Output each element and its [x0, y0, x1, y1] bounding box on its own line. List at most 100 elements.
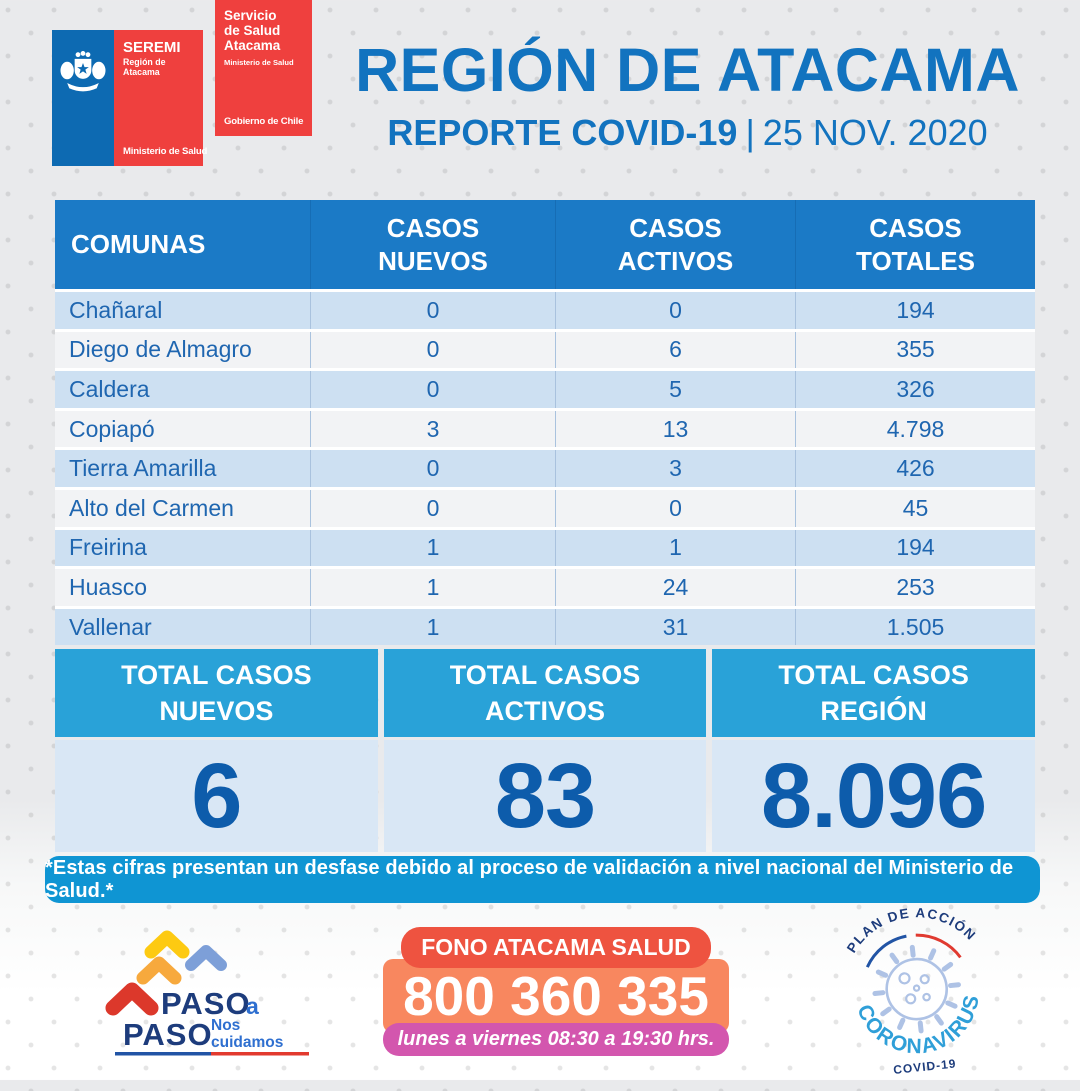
fono-atacama-block: FONO ATACAMA SALUD 800 360 335 lunes a v… — [382, 927, 730, 1056]
total-nuevos-value: 6 — [55, 740, 378, 852]
comuna-cell: Caldera — [69, 375, 150, 402]
chile-coat-of-arms-icon — [60, 50, 106, 92]
fono-number-band: 800 360 335 — [383, 959, 729, 1033]
servicio-salud-logo: Servicio de Salud Atacama Ministerio de … — [215, 0, 312, 136]
report-subtitle: REPORTE COVID-19 | 25 NOV. 2020 — [330, 115, 1045, 151]
seremi-region: Región de Atacama — [123, 57, 166, 77]
paso-tagline-1: Nos — [211, 1017, 240, 1034]
servicio-line2: de Salud — [224, 22, 281, 38]
activos-cell: 0 — [555, 292, 795, 329]
totales-cell: 355 — [795, 331, 1035, 369]
comuna-cell: Diego de Almagro — [69, 336, 252, 363]
activos-cell: 1 — [555, 529, 795, 567]
fono-hours-pill: lunes a viernes 08:30 a 19:30 hrs. — [382, 1023, 730, 1056]
totales-cell: 326 — [795, 371, 1035, 408]
table-row: Chañaral 0 0 194 — [55, 292, 1035, 329]
report-date: 25 NOV. 2020 — [762, 112, 988, 153]
nuevos-cell: 3 — [310, 410, 555, 448]
comuna-cell: Freirina — [69, 534, 147, 561]
activos-cell: 5 — [555, 371, 795, 408]
chevron-orange-icon — [136, 956, 182, 985]
nuevos-cell: 0 — [310, 489, 555, 527]
nuevos-cell: 1 — [310, 608, 555, 646]
totals-values-row: 6 83 8.096 — [55, 740, 1035, 852]
activos-cell: 24 — [555, 569, 795, 606]
activos-cell: 31 — [555, 608, 795, 646]
paso-tagline-2: cuidamos — [211, 1034, 283, 1051]
comuna-cell: Alto del Carmen — [69, 494, 234, 521]
activos-cell: 13 — [555, 410, 795, 448]
nuevos-cell: 0 — [310, 292, 555, 329]
paso-underline-red — [211, 1052, 309, 1056]
header-title-block: REGIÓN DE ATACAMA REPORTE COVID-19 | 25 NO… — [330, 40, 1045, 151]
totales-cell: 4.798 — [795, 410, 1035, 448]
comuna-cell: Vallenar — [69, 613, 152, 640]
total-activos-label: TOTAL CASOS ACTIVOS — [383, 649, 707, 737]
total-region-label: TOTAL CASOS REGIÓN — [712, 649, 1035, 737]
chevron-blue-icon — [185, 945, 227, 971]
chevron-red-icon — [105, 982, 159, 1016]
table-row: Diego de Almagro 0 6 355 — [55, 331, 1035, 369]
total-region-value: 8.096 — [712, 740, 1035, 852]
nuevos-cell: 0 — [310, 371, 555, 408]
paso-a-paso-logo: PASO a PASO Nos cuidamos — [105, 930, 309, 1056]
total-activos-value: 83 — [383, 740, 707, 852]
page-title: REGIÓN DE ATACAMA — [355, 36, 1020, 104]
coronavirus-stamp: PLAN DE ACCIÓN CORONAVIRUS COVID-19 — [840, 899, 990, 1077]
column-header-casos-totales: CASOS TOTALES — [795, 200, 1035, 289]
column-header-casos-nuevos: CASOS NUEVOS — [310, 200, 555, 289]
comuna-cell: Huasco — [69, 573, 147, 600]
phone-number: 800 360 335 — [403, 965, 709, 1027]
stamp-covid-label: COVID-19 — [893, 1056, 957, 1077]
activos-cell: 3 — [555, 450, 795, 487]
comuna-cell: Copiapó — [69, 415, 155, 442]
table-row: Freirina 1 1 194 — [55, 529, 1035, 567]
fono-title-pill: FONO ATACAMA SALUD — [401, 927, 711, 968]
stamp-arc-blue — [865, 934, 907, 968]
totales-cell: 194 — [795, 292, 1035, 329]
totales-cell: 1.505 — [795, 608, 1035, 646]
totales-cell: 45 — [795, 489, 1035, 527]
table-row: Caldera 0 5 326 — [55, 371, 1035, 408]
nuevos-cell: 1 — [310, 569, 555, 606]
cases-table: COMUNAS CASOS NUEVOS CASOS ACTIVOS CASOS… — [55, 200, 1035, 646]
servicio-bottom: Gobierno de Chile — [224, 116, 304, 127]
nuevos-cell: 0 — [310, 450, 555, 487]
totales-cell: 426 — [795, 450, 1035, 487]
table-row: Copiapó 3 13 4.798 — [55, 410, 1035, 448]
total-nuevos-label: TOTAL CASOS NUEVOS — [55, 649, 378, 737]
paso-a: a — [246, 993, 259, 1019]
nuevos-cell: 1 — [310, 529, 555, 567]
table-body: Chañaral 0 0 194 Diego de Almagro 0 6 35… — [55, 289, 1035, 646]
servicio-sub: Ministerio de Salud — [224, 57, 294, 67]
stamp-arc-red — [915, 933, 962, 959]
nuevos-cell: 0 — [310, 331, 555, 369]
totals-header-row: TOTAL CASOS NUEVOS TOTAL CASOS ACTIVOS T… — [55, 649, 1035, 737]
seremi-logo: SEREMI Región de Atacama Ministerio de S… — [52, 30, 207, 166]
paso-underline-blue — [115, 1052, 211, 1056]
chile-flag-blue-panel — [52, 30, 114, 166]
column-header-casos-activos: CASOS ACTIVOS — [555, 200, 795, 289]
comuna-cell: Tierra Amarilla — [69, 455, 217, 482]
servicio-line3: Atacama — [224, 37, 281, 53]
column-header-comunas: COMUNAS — [71, 229, 206, 260]
disclaimer-banner: *Estas cifras presentan un desfase debid… — [45, 856, 1040, 903]
seremi-title: SEREMI — [123, 39, 181, 56]
chevron-yellow-icon — [144, 930, 190, 959]
activos-cell: 0 — [555, 489, 795, 527]
totales-cell: 253 — [795, 569, 1035, 606]
servicio-line1: Servicio — [224, 8, 277, 23]
subtitle-separator: | — [745, 112, 755, 153]
totales-cell: 194 — [795, 529, 1035, 567]
paso-word-2: PASO — [123, 1017, 213, 1052]
table-row: Vallenar 1 31 1.505 — [55, 608, 1035, 646]
virus-icon — [872, 944, 961, 1034]
table-row: Tierra Amarilla 0 3 426 — [55, 450, 1035, 487]
table-row: Huasco 1 24 253 — [55, 569, 1035, 606]
paso-word-1: PASO — [161, 986, 251, 1021]
comuna-cell: Chañaral — [69, 296, 163, 323]
table-header-row: COMUNAS CASOS NUEVOS CASOS ACTIVOS CASOS… — [55, 200, 1035, 289]
activos-cell: 6 — [555, 331, 795, 369]
seremi-ministry: Ministerio de Salud — [123, 146, 208, 157]
